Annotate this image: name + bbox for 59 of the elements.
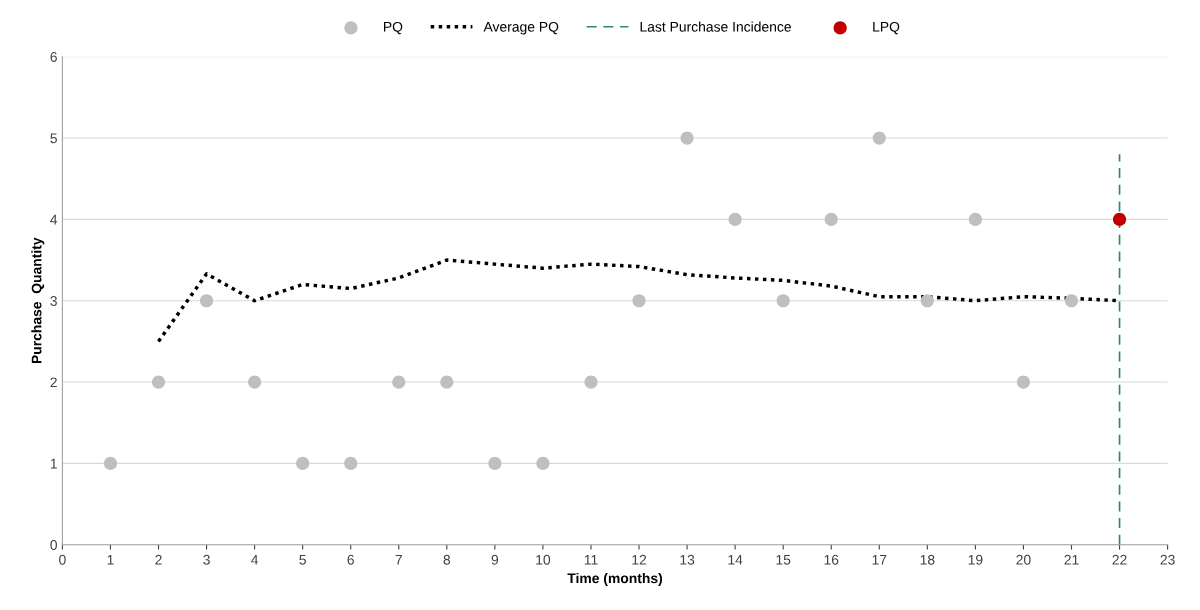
x-tick-label: 19 (968, 554, 983, 565)
point (199, 294, 214, 308)
x-tick-label: 12 (632, 554, 647, 565)
point (344, 456, 358, 470)
point (1112, 212, 1127, 226)
x-tick-label: 16 (824, 554, 839, 565)
point (296, 456, 310, 470)
legend-label: Average PQ (483, 21, 559, 35)
point (1016, 375, 1031, 389)
y-axis-title: Purchase Quantity (31, 237, 45, 364)
point (632, 294, 646, 308)
point (392, 375, 406, 389)
point (872, 131, 886, 145)
x-tick-label: 11 (584, 554, 598, 565)
x-tick-label: 23 (1160, 554, 1175, 565)
point (968, 212, 982, 226)
y-tick-label: 1 (50, 458, 57, 469)
x-tick-label: 1 (107, 554, 114, 565)
point (776, 294, 790, 308)
y-tick-label: 6 (50, 52, 57, 62)
x-tick-label: 5 (299, 554, 306, 565)
x-tick-label: 7 (395, 554, 402, 565)
point (488, 456, 502, 470)
x-tick-label: 15 (776, 554, 791, 565)
x-tick-label: 9 (491, 554, 499, 565)
legend-label: Last Purchase Incidence (640, 21, 791, 32)
point (824, 212, 838, 226)
x-tick-label: 3 (203, 554, 210, 565)
point (584, 375, 598, 389)
y-tick-label: 2 (50, 377, 57, 388)
x-axis-title: Time (months) (567, 572, 663, 586)
x-tick-label: 0 (59, 554, 66, 565)
point (1064, 294, 1079, 308)
x-tick-label: 21 (1064, 554, 1079, 565)
x-tick-label: 10 (536, 554, 551, 565)
point (536, 456, 550, 470)
legend-label: LPQ (873, 21, 900, 35)
x-tick-label: 6 (347, 554, 354, 565)
x-tick-label: 14 (728, 554, 743, 565)
point (248, 375, 262, 389)
x-tick-label: 2 (155, 554, 162, 565)
x-tick-label: 22 (1112, 554, 1127, 565)
point (920, 294, 934, 308)
point (151, 375, 166, 389)
point (680, 131, 694, 145)
point (103, 456, 118, 470)
x-tick-label: 20 (1016, 554, 1031, 565)
x-tick-label: 4 (251, 554, 259, 565)
y-tick-label: 3 (50, 296, 57, 306)
y-tick-label: 0 (50, 540, 57, 550)
point (728, 212, 742, 226)
x-tick-label: 18 (920, 554, 935, 565)
y-tick-label: 4 (50, 214, 58, 225)
legend-label: PQ (384, 21, 403, 35)
x-tick-label: 17 (872, 554, 887, 565)
point (440, 375, 454, 389)
x-tick-label: 13 (680, 554, 695, 565)
x-tick-label: 8 (443, 554, 451, 565)
y-tick-label: 5 (50, 133, 57, 144)
